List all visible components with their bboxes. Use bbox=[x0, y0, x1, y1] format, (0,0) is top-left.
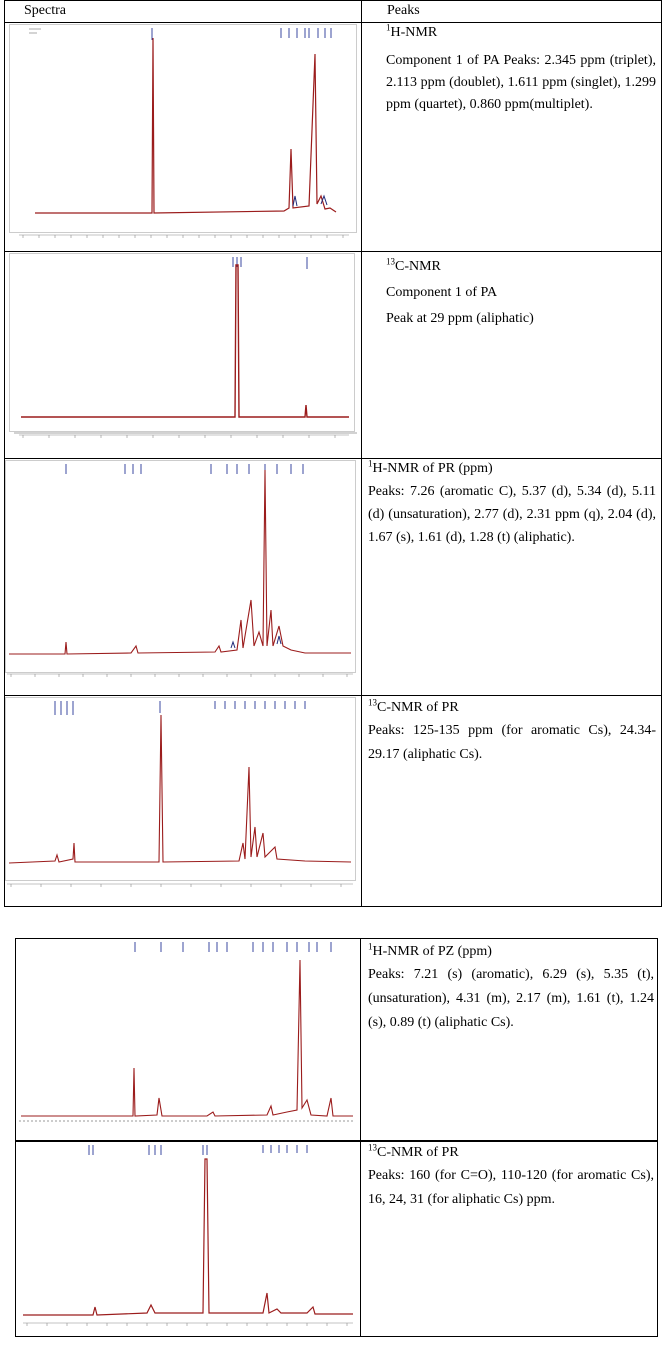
row-divider bbox=[4, 695, 662, 696]
peaks-text: Peaks: 7.26 (aromatic C), 5.37 (d), 5.34… bbox=[368, 484, 656, 545]
lower-column-divider bbox=[360, 938, 361, 1337]
peaks-text: Peaks: 125-135 ppm (for aromatic Cs), 24… bbox=[368, 723, 656, 762]
peaks-column-header: Peaks bbox=[387, 3, 420, 18]
peaks-text: Component 1 of PA bbox=[386, 285, 498, 300]
row-divider bbox=[4, 251, 662, 252]
spectrum-image-3 bbox=[5, 460, 357, 692]
peaks-text: Peaks: 7.21 (s) (aromatic), 6.29 (s), 5.… bbox=[368, 967, 654, 1030]
spectrum-image-2 bbox=[9, 253, 357, 456]
spectrum-image-6 bbox=[17, 1143, 358, 1337]
lower-table bbox=[15, 938, 658, 1337]
peaks-title: 1H-NMR of PZ (ppm) bbox=[368, 941, 492, 959]
peaks-title: 13C-NMR of PR bbox=[368, 1142, 459, 1160]
spectrum-image-5 bbox=[17, 940, 358, 1138]
peaks-cell-3: 1H-NMR of PR (ppm) Peaks: 7.26 (aromatic… bbox=[368, 458, 656, 549]
peaks-text: Peak at 29 ppm (aliphatic) bbox=[386, 311, 534, 326]
peaks-cell-1: 1H-NMR Component 1 of PA Peaks: 2.345 pp… bbox=[386, 22, 656, 116]
row-divider bbox=[4, 458, 662, 459]
peaks-title: 13C-NMR bbox=[386, 256, 441, 274]
header-row-divider bbox=[4, 22, 662, 23]
peaks-text: Peaks: 160 (for C=O), 110-120 (for aroma… bbox=[368, 1168, 654, 1207]
peaks-title: 1H-NMR bbox=[386, 22, 438, 40]
spectra-column-header: Spectra bbox=[24, 3, 66, 18]
spectrum-image-4 bbox=[5, 697, 357, 893]
peaks-cell-4: 13C-NMR of PR Peaks: 125-135 ppm (for ar… bbox=[368, 697, 656, 767]
peaks-cell-6: 13C-NMR of PR Peaks: 160 (for C=O), 110-… bbox=[368, 1142, 654, 1212]
peaks-cell-2: 13C-NMR Component 1 of PA Peak at 29 ppm… bbox=[386, 256, 656, 330]
peaks-title: 1H-NMR of PR (ppm) bbox=[368, 458, 493, 476]
peaks-title: 13C-NMR of PR bbox=[368, 697, 459, 715]
spectrum-image-1 bbox=[9, 24, 357, 249]
lower-row-divider bbox=[15, 1140, 658, 1142]
peaks-text: Component 1 of PA Peaks: 2.345 ppm (trip… bbox=[386, 53, 656, 112]
peaks-cell-5: 1H-NMR of PZ (ppm) Peaks: 7.21 (s) (arom… bbox=[368, 941, 654, 1035]
upper-column-divider bbox=[361, 0, 362, 907]
